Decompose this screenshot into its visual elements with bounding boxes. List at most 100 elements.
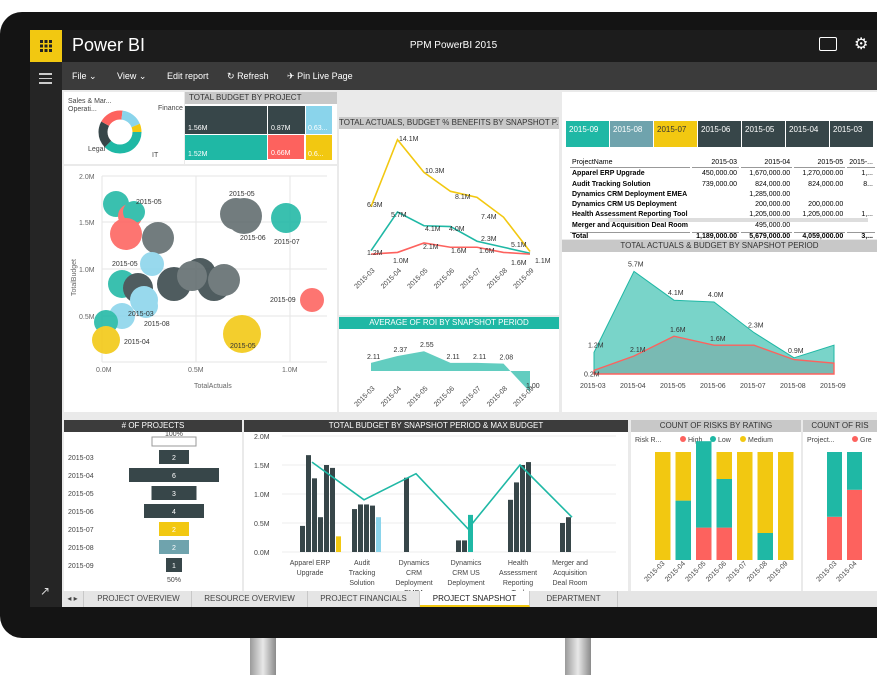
budget-bar[interactable] [514,482,519,552]
stacked-segment[interactable] [757,452,774,533]
combo-chart-tile[interactable]: TOTAL BUDGET BY SNAPSHOT PERIOD & MAX BU… [244,420,628,591]
stacked-segment[interactable] [757,533,774,560]
fullscreen-icon[interactable] [819,37,837,51]
stacked-segment[interactable] [675,452,692,501]
funnel-bar[interactable] [159,450,189,464]
treemap-cell[interactable]: 0.63... [306,106,332,134]
funnel-tile[interactable]: # OF PROJECTS 100% 2 2015-03 6 2015-04 3 2015-… [64,420,242,591]
funnel-bar[interactable] [159,522,189,536]
gear-icon[interactable]: ⚙ [854,36,869,53]
refresh-button[interactable]: ↻ Refresh [227,71,269,81]
period-slicer-item[interactable]: 2015-08 [610,121,653,147]
period-slicer-item[interactable]: 2015-06 [698,121,741,147]
table-row[interactable]: Health Assessment Reporting Tool 1,205,00… [572,211,873,219]
treemap-cell[interactable]: 1.52M [185,134,267,160]
scatter-bubble[interactable] [142,222,174,254]
budget-bar[interactable] [352,509,357,552]
scatter-bubble[interactable] [223,315,261,353]
stacked-segment[interactable] [827,516,842,560]
funnel-bar[interactable] [151,486,197,500]
budget-bar[interactable] [404,477,409,552]
area-chart-tile[interactable]: TOTAL ACTUALS & BUDGET BY SNAPSHOT PERIO… [562,240,877,412]
stacked-segment[interactable] [655,452,671,560]
edit-report-button[interactable]: Edit report [167,71,209,81]
stacked-segment[interactable] [716,479,733,528]
stacked-segment[interactable] [847,489,862,560]
matrix-tile[interactable]: 2015-09 2015-08 2015-07 2015-06 2015-05 2015-… [562,92,877,241]
table-row[interactable]: Total 1,189,000.00 5,679,000.00 4,059,000.0… [570,232,875,241]
budget-bar[interactable] [526,462,531,552]
tab-department[interactable]: DEPARTMENT [530,591,618,607]
period-slicer-item[interactable]: 2015-07 [654,121,697,147]
tab-scroll-arrows[interactable]: ◂ ▸ [62,591,84,607]
stacked-segment[interactable] [675,500,692,560]
table-row[interactable]: Dynamics CRM Deployment EMEA 1,285,000.00 [572,190,791,198]
table-row[interactable]: Apparel ERP Upgrade 450,000.00 1,670,000.0… [572,170,873,178]
scatter-chart-tile[interactable]: 2.0M 1.5M 1.0M 0.5M 0.0M 0.5M 1.0M Total… [64,166,337,412]
budget-bar[interactable] [520,465,525,552]
scatter-bubble[interactable] [110,218,142,250]
stacked-segment[interactable] [696,441,712,528]
table-row[interactable]: Audit Tracking Solution 739,000.00 824,000… [572,180,873,188]
table-row[interactable]: Merger and Acquisition Deal Room 495,000.… [572,221,791,229]
tab-project-financials[interactable]: PROJECT FINANCIALS [308,591,420,607]
treemap-cell[interactable]: 0.87M [267,106,305,134]
budget-bar[interactable] [376,517,381,552]
donut-slice[interactable] [98,110,142,154]
period-slicer-item[interactable]: 2015-04 [786,121,829,147]
series-line[interactable] [370,138,531,253]
tab-project-overview[interactable]: PROJECT OVERVIEW [86,591,192,607]
funnel-bar[interactable] [159,540,189,554]
budget-bar[interactable] [566,517,571,552]
budget-bar[interactable] [330,467,335,552]
treemap-tile[interactable]: TOTAL BUDGET BY PROJECT 1.56M 0.87M 1.52… [185,92,337,164]
budget-bar[interactable] [300,525,305,552]
matrix-scrollbar[interactable] [608,218,868,222]
scatter-bubble[interactable] [271,203,301,233]
budget-bar[interactable] [508,499,513,552]
table-row[interactable]: Dynamics CRM US Deployment 200,000.00 200,… [572,201,844,209]
budget-bar[interactable] [312,478,317,552]
donut-slice[interactable] [98,110,142,154]
funnel-bar[interactable] [166,558,182,572]
treemap-cell[interactable]: 0.66M [267,134,305,160]
hamburger-icon[interactable] [39,73,52,84]
budget-bar[interactable] [468,514,473,552]
max-budget-line[interactable] [311,461,573,531]
file-menu[interactable]: File ⌄ [72,71,97,81]
period-slicer-item[interactable]: 2015-05 [742,121,785,147]
scatter-bubble[interactable] [92,326,120,354]
budget-bar[interactable] [456,540,461,552]
budget-bar[interactable] [560,523,565,552]
budget-bar[interactable] [370,505,375,552]
treemap-cell[interactable]: 1.56M [185,106,267,134]
scatter-bubble[interactable] [140,252,164,276]
budget-bar[interactable] [324,465,329,552]
roi-chart-tile[interactable]: AVERAGE OF ROI BY SNAPSHOT PERIOD 2.11 2.… [339,317,559,412]
tab-resource-overview[interactable]: RESOURCE OVERVIEW [192,591,308,607]
view-menu[interactable]: View ⌄ [117,71,147,81]
stacked-segment[interactable] [847,452,862,490]
budget-bar[interactable] [306,455,311,552]
funnel-bar[interactable] [129,468,219,482]
budget-bar[interactable] [318,517,323,552]
roi-area[interactable] [371,351,530,393]
series-line[interactable] [370,242,531,255]
scatter-bubble[interactable] [123,201,145,223]
scatter-bubble[interactable] [177,261,207,291]
treemap-cell[interactable]: 0.6... [306,134,332,160]
stacked-segment[interactable] [696,527,712,560]
period-slicer-item[interactable]: 2015-03 [830,121,873,147]
stacked-segment[interactable] [778,452,794,560]
actuals-area[interactable] [593,270,835,375]
stacked-segment[interactable] [716,527,733,560]
period-slicer-item[interactable]: 2015-09 [566,121,609,147]
risks2-chart-tile[interactable]: COUNT OF RIS Project... Gre 2015-03 2015-04 [803,420,877,591]
risks-chart-tile[interactable]: COUNT OF RISKS BY RATING Risk R... High Lo… [631,420,801,591]
stacked-segment[interactable] [827,452,842,517]
budget-bar[interactable] [336,536,341,552]
line-chart-tile[interactable]: TOTAL ACTUALS, BUDGET % BENEFITS BY SNAP… [339,117,559,315]
budget-area[interactable] [593,335,835,375]
donut-slice[interactable] [98,110,142,154]
stacked-segment[interactable] [737,452,753,560]
